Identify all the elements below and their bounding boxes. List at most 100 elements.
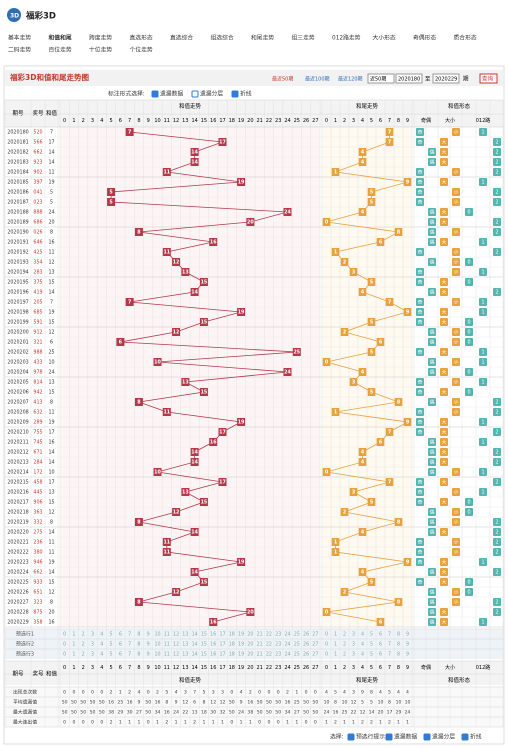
preselect-cell[interactable]: 21 <box>257 652 263 658</box>
checkbox[interactable] <box>151 90 159 98</box>
preselect-cell[interactable]: 25 <box>294 632 300 638</box>
preselect-cell[interactable]: 0 <box>325 632 328 638</box>
preselect-cell[interactable]: 27 <box>312 632 318 638</box>
preselect-cell[interactable]: 17 <box>219 632 225 638</box>
preselect-cell[interactable]: 4 <box>361 632 364 638</box>
preselect-cell[interactable]: 12 <box>173 642 179 648</box>
preselect-cell[interactable]: 26 <box>303 632 309 638</box>
preselect-cell[interactable]: 2 <box>82 642 85 648</box>
preselect-cell[interactable]: 22 <box>266 642 272 648</box>
preselect-cell[interactable]: 4 <box>361 652 364 658</box>
preselect-cell[interactable]: 15 <box>201 652 207 658</box>
checkbox[interactable] <box>385 733 393 741</box>
preselect-cell[interactable]: 12 <box>173 632 179 638</box>
preselect-cell[interactable]: 12 <box>173 652 179 658</box>
preselect-cell[interactable]: 2 <box>343 632 346 638</box>
preselect-cell[interactable]: 13 <box>182 652 188 658</box>
preselect-cell[interactable]: 0 <box>325 652 328 658</box>
preselect-cell[interactable]: 19 <box>238 632 244 638</box>
range-link[interactable]: 最近100期 <box>305 76 330 83</box>
preselect-cell[interactable]: 23 <box>275 642 281 648</box>
preselect-cell[interactable]: 11 <box>164 642 170 648</box>
preselect-cell[interactable]: 22 <box>266 632 272 638</box>
preselect-cell[interactable]: 18 <box>229 632 235 638</box>
preselect-cell[interactable]: 5 <box>370 642 373 648</box>
preselect-cell[interactable]: 7 <box>388 642 391 648</box>
preselect-cell[interactable]: 2 <box>82 652 85 658</box>
checkbox[interactable] <box>461 733 469 741</box>
preselect-cell[interactable]: 0 <box>63 642 66 648</box>
preselect-cell[interactable]: 0 <box>325 642 328 648</box>
preselect-cell[interactable]: 13 <box>182 642 188 648</box>
nav-link[interactable]: 012路走势 <box>332 34 361 42</box>
preselect-cell[interactable]: 3 <box>352 642 355 648</box>
preselect-cell[interactable]: 23 <box>275 652 281 658</box>
preselect-cell[interactable]: 4 <box>100 632 103 638</box>
preselect-cell[interactable]: 7 <box>388 632 391 638</box>
preselect-cell[interactable]: 10 <box>154 652 160 658</box>
preselect-cell[interactable]: 27 <box>312 642 318 648</box>
nav-link[interactable]: 组选综合 <box>211 34 234 42</box>
preselect-cell[interactable]: 8 <box>137 642 140 648</box>
preselect-cell[interactable]: 5 <box>370 652 373 658</box>
nav-link[interactable]: 百位走势 <box>49 46 72 54</box>
preselect-cell[interactable]: 6 <box>119 642 122 648</box>
preselect-cell[interactable]: 15 <box>201 642 207 648</box>
preselect-cell[interactable]: 27 <box>312 652 318 658</box>
nav-link[interactable]: 十位走势 <box>89 46 112 54</box>
nav-link[interactable]: 个位走势 <box>130 46 153 54</box>
preselect-cell[interactable]: 20 <box>247 642 253 648</box>
preselect-cell[interactable]: 1 <box>334 652 337 658</box>
checkbox[interactable] <box>191 90 199 98</box>
preselect-cell[interactable]: 20 <box>247 652 253 658</box>
preselect-cell[interactable]: 15 <box>201 632 207 638</box>
checkbox[interactable] <box>423 733 431 741</box>
preselect-cell[interactable]: 6 <box>379 652 382 658</box>
preselect-cell[interactable]: 2 <box>343 642 346 648</box>
from-input[interactable] <box>395 73 423 84</box>
nav-link[interactable]: 和值和尾 <box>48 34 72 42</box>
range-link[interactable]: 最近120期 <box>338 76 363 83</box>
nav-link[interactable]: 跨度走势 <box>89 34 112 42</box>
preselect-cell[interactable]: 1 <box>72 652 75 658</box>
preselect-cell[interactable]: 22 <box>266 652 272 658</box>
nav-link[interactable]: 大小形态 <box>373 34 396 42</box>
preselect-cell[interactable]: 9 <box>147 632 150 638</box>
range-select[interactable] <box>367 73 395 84</box>
preselect-cell[interactable]: 9 <box>406 642 409 648</box>
preselect-cell[interactable]: 21 <box>257 642 263 648</box>
preselect-cell[interactable]: 18 <box>229 642 235 648</box>
preselect-cell[interactable]: 3 <box>352 652 355 658</box>
checkbox[interactable] <box>347 733 355 741</box>
query-button[interactable] <box>479 73 498 84</box>
preselect-cell[interactable]: 19 <box>238 642 244 648</box>
preselect-cell[interactable]: 6 <box>119 632 122 638</box>
preselect-cell[interactable]: 3 <box>91 632 94 638</box>
preselect-cell[interactable]: 25 <box>294 652 300 658</box>
nav-link[interactable]: 直选形态 <box>130 34 153 42</box>
preselect-cell[interactable]: 4 <box>361 642 364 648</box>
preselect-cell[interactable]: 16 <box>210 632 216 638</box>
preselect-cell[interactable]: 4 <box>100 642 103 648</box>
preselect-cell[interactable]: 20 <box>247 632 253 638</box>
preselect-cell[interactable]: 24 <box>284 642 290 648</box>
preselect-cell[interactable]: 14 <box>192 642 198 648</box>
range-link[interactable]: 最近50期 <box>272 76 293 83</box>
preselect-cell[interactable]: 8 <box>137 632 140 638</box>
preselect-cell[interactable]: 4 <box>100 652 103 658</box>
nav-link[interactable]: 组三走势 <box>292 34 315 42</box>
nav-link[interactable]: 直选综合 <box>170 34 193 42</box>
preselect-cell[interactable]: 10 <box>154 642 160 648</box>
preselect-cell[interactable]: 19 <box>238 652 244 658</box>
preselect-cell[interactable]: 26 <box>303 642 309 648</box>
preselect-cell[interactable]: 6 <box>379 642 382 648</box>
nav-link[interactable]: 和尾走势 <box>251 34 274 42</box>
preselect-cell[interactable]: 24 <box>284 652 290 658</box>
preselect-cell[interactable]: 1 <box>72 632 75 638</box>
preselect-cell[interactable]: 9 <box>406 632 409 638</box>
nav-link[interactable]: 基本走势 <box>8 34 31 42</box>
nav-link[interactable]: 奇偶形态 <box>413 34 436 42</box>
preselect-cell[interactable]: 24 <box>284 632 290 638</box>
preselect-cell[interactable]: 5 <box>110 632 113 638</box>
preselect-cell[interactable]: 2 <box>82 632 85 638</box>
